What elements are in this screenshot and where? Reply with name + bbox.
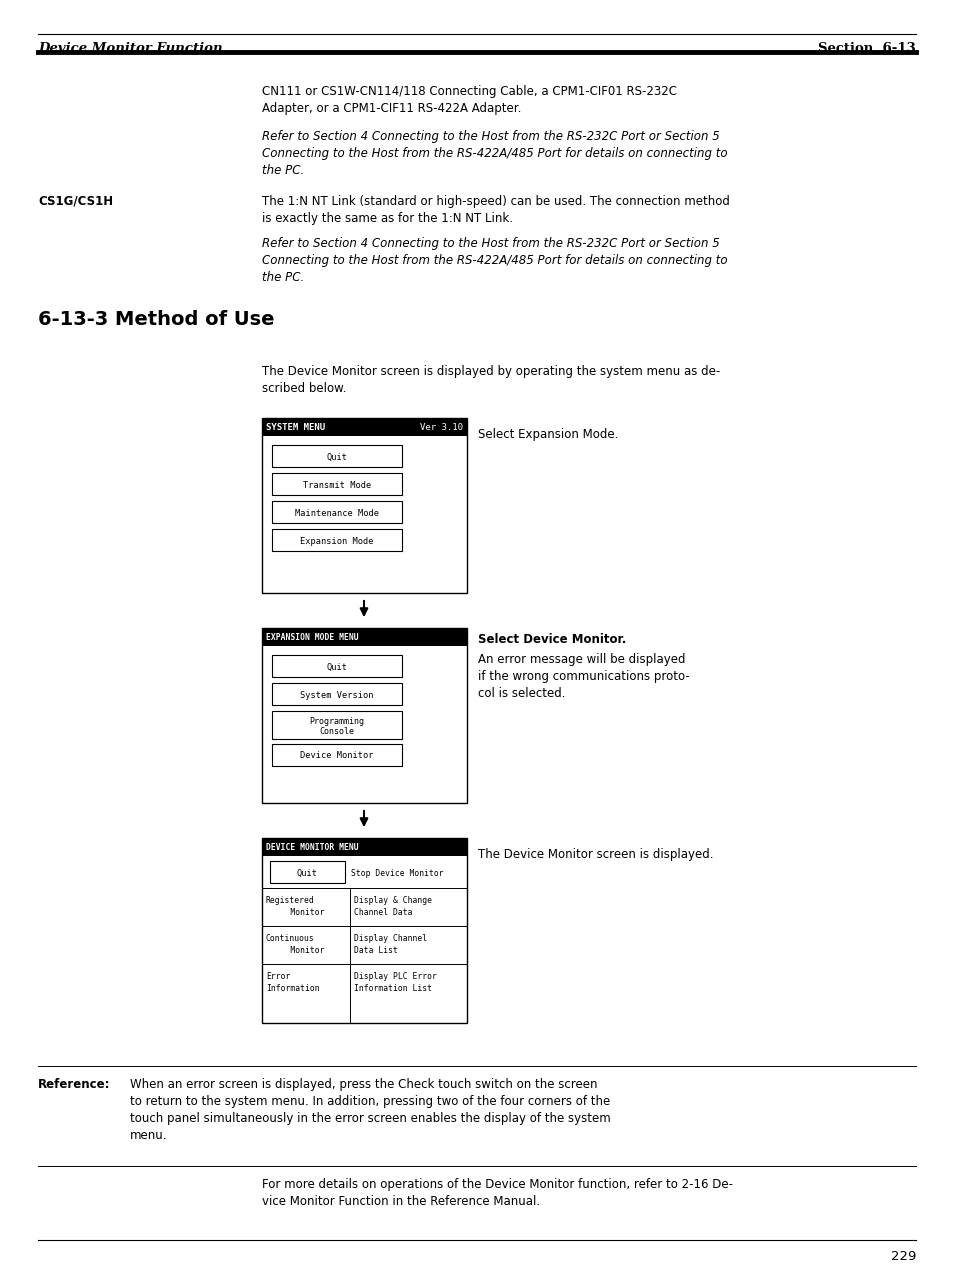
Bar — [270, 861, 345, 883]
Text: col is selected.: col is selected. — [477, 687, 565, 700]
Text: is exactly the same as for the 1:N NT Link.: is exactly the same as for the 1:N NT Li… — [262, 212, 513, 224]
Text: Stop Device Monitor: Stop Device Monitor — [351, 869, 443, 877]
Bar — [262, 838, 467, 1023]
Text: if the wrong communications proto-: if the wrong communications proto- — [477, 670, 689, 683]
Text: Monitor: Monitor — [266, 908, 324, 917]
Text: Refer to Section 4 Connecting to the Host from the RS-232C Port or Section 5: Refer to Section 4 Connecting to the Hos… — [262, 131, 719, 143]
Text: Device Monitor: Device Monitor — [300, 752, 374, 761]
Bar — [272, 501, 401, 522]
Text: Reference:: Reference: — [38, 1078, 111, 1090]
Text: Registered: Registered — [266, 896, 314, 905]
Text: menu.: menu. — [130, 1129, 168, 1142]
Text: Data List: Data List — [354, 946, 397, 955]
Bar — [272, 656, 401, 677]
Text: Programming: Programming — [309, 716, 364, 725]
Text: Maintenance Mode: Maintenance Mode — [294, 508, 378, 517]
Text: touch panel simultaneously in the error screen enables the display of the system: touch panel simultaneously in the error … — [130, 1112, 610, 1125]
Text: scribed below.: scribed below. — [262, 382, 346, 396]
Text: vice Monitor Function in the Reference Manual.: vice Monitor Function in the Reference M… — [262, 1194, 539, 1208]
Text: Expansion Mode: Expansion Mode — [300, 536, 374, 545]
Text: Display & Change: Display & Change — [354, 896, 432, 905]
Text: EXPANSION MODE MENU: EXPANSION MODE MENU — [266, 634, 358, 643]
Text: the PC.: the PC. — [262, 271, 304, 284]
Text: Continuous: Continuous — [266, 935, 314, 943]
Text: 6-13-3 Method of Use: 6-13-3 Method of Use — [38, 309, 274, 328]
Text: Connecting to the Host from the RS-422A/485 Port for details on connecting to: Connecting to the Host from the RS-422A/… — [262, 147, 727, 160]
Text: Section  6-13: Section 6-13 — [818, 42, 915, 55]
Text: The Device Monitor screen is displayed.: The Device Monitor screen is displayed. — [477, 848, 713, 861]
Text: SYSTEM MENU: SYSTEM MENU — [266, 424, 325, 432]
Bar — [262, 418, 467, 436]
Bar — [272, 473, 401, 495]
Text: Ver 3.10: Ver 3.10 — [419, 424, 462, 432]
Bar — [262, 418, 467, 593]
Text: Quit: Quit — [326, 453, 347, 462]
Text: Select Device Monitor.: Select Device Monitor. — [477, 633, 626, 645]
Bar — [272, 744, 401, 766]
Text: Monitor: Monitor — [266, 946, 324, 955]
Bar — [272, 683, 401, 705]
Bar — [272, 711, 401, 739]
Text: Display PLC Error: Display PLC Error — [354, 973, 436, 981]
Text: CS1G/CS1H: CS1G/CS1H — [38, 195, 113, 208]
Text: Transmit Mode: Transmit Mode — [302, 481, 371, 489]
Text: 229: 229 — [890, 1250, 915, 1263]
Bar — [272, 529, 401, 552]
Text: Channel Data: Channel Data — [354, 908, 412, 917]
Text: An error message will be displayed: An error message will be displayed — [477, 653, 685, 666]
Text: Connecting to the Host from the RS-422A/485 Port for details on connecting to: Connecting to the Host from the RS-422A/… — [262, 254, 727, 268]
Text: Refer to Section 4 Connecting to the Host from the RS-232C Port or Section 5: Refer to Section 4 Connecting to the Hos… — [262, 237, 719, 250]
Text: Device Monitor Function: Device Monitor Function — [38, 42, 222, 55]
Text: System Version: System Version — [300, 691, 374, 700]
Text: Information: Information — [266, 984, 319, 993]
Text: Console: Console — [319, 727, 355, 735]
Bar — [262, 628, 467, 803]
Text: to return to the system menu. In addition, pressing two of the four corners of t: to return to the system menu. In additio… — [130, 1096, 610, 1108]
Text: Display Channel: Display Channel — [354, 935, 427, 943]
Text: Information List: Information List — [354, 984, 432, 993]
Text: The Device Monitor screen is displayed by operating the system menu as de-: The Device Monitor screen is displayed b… — [262, 365, 720, 378]
Text: When an error screen is displayed, press the Check touch switch on the screen: When an error screen is displayed, press… — [130, 1078, 597, 1090]
Text: Quit: Quit — [326, 662, 347, 672]
Text: the PC.: the PC. — [262, 164, 304, 178]
Bar — [262, 838, 467, 856]
Text: DEVICE MONITOR MENU: DEVICE MONITOR MENU — [266, 843, 358, 852]
Text: The 1:N NT Link (standard or high-speed) can be used. The connection method: The 1:N NT Link (standard or high-speed)… — [262, 195, 729, 208]
Text: Error: Error — [266, 973, 290, 981]
Text: Quit: Quit — [296, 869, 317, 877]
Text: Select Expansion Mode.: Select Expansion Mode. — [477, 429, 618, 441]
Text: Adapter, or a CPM1-CIF11 RS-422A Adapter.: Adapter, or a CPM1-CIF11 RS-422A Adapter… — [262, 101, 521, 115]
Bar — [272, 445, 401, 467]
Text: For more details on operations of the Device Monitor function, refer to 2-16 De-: For more details on operations of the De… — [262, 1178, 732, 1191]
Text: CN111 or CS1W-CN114/118 Connecting Cable, a CPM1-CIF01 RS-232C: CN111 or CS1W-CN114/118 Connecting Cable… — [262, 85, 677, 98]
Bar — [262, 628, 467, 645]
